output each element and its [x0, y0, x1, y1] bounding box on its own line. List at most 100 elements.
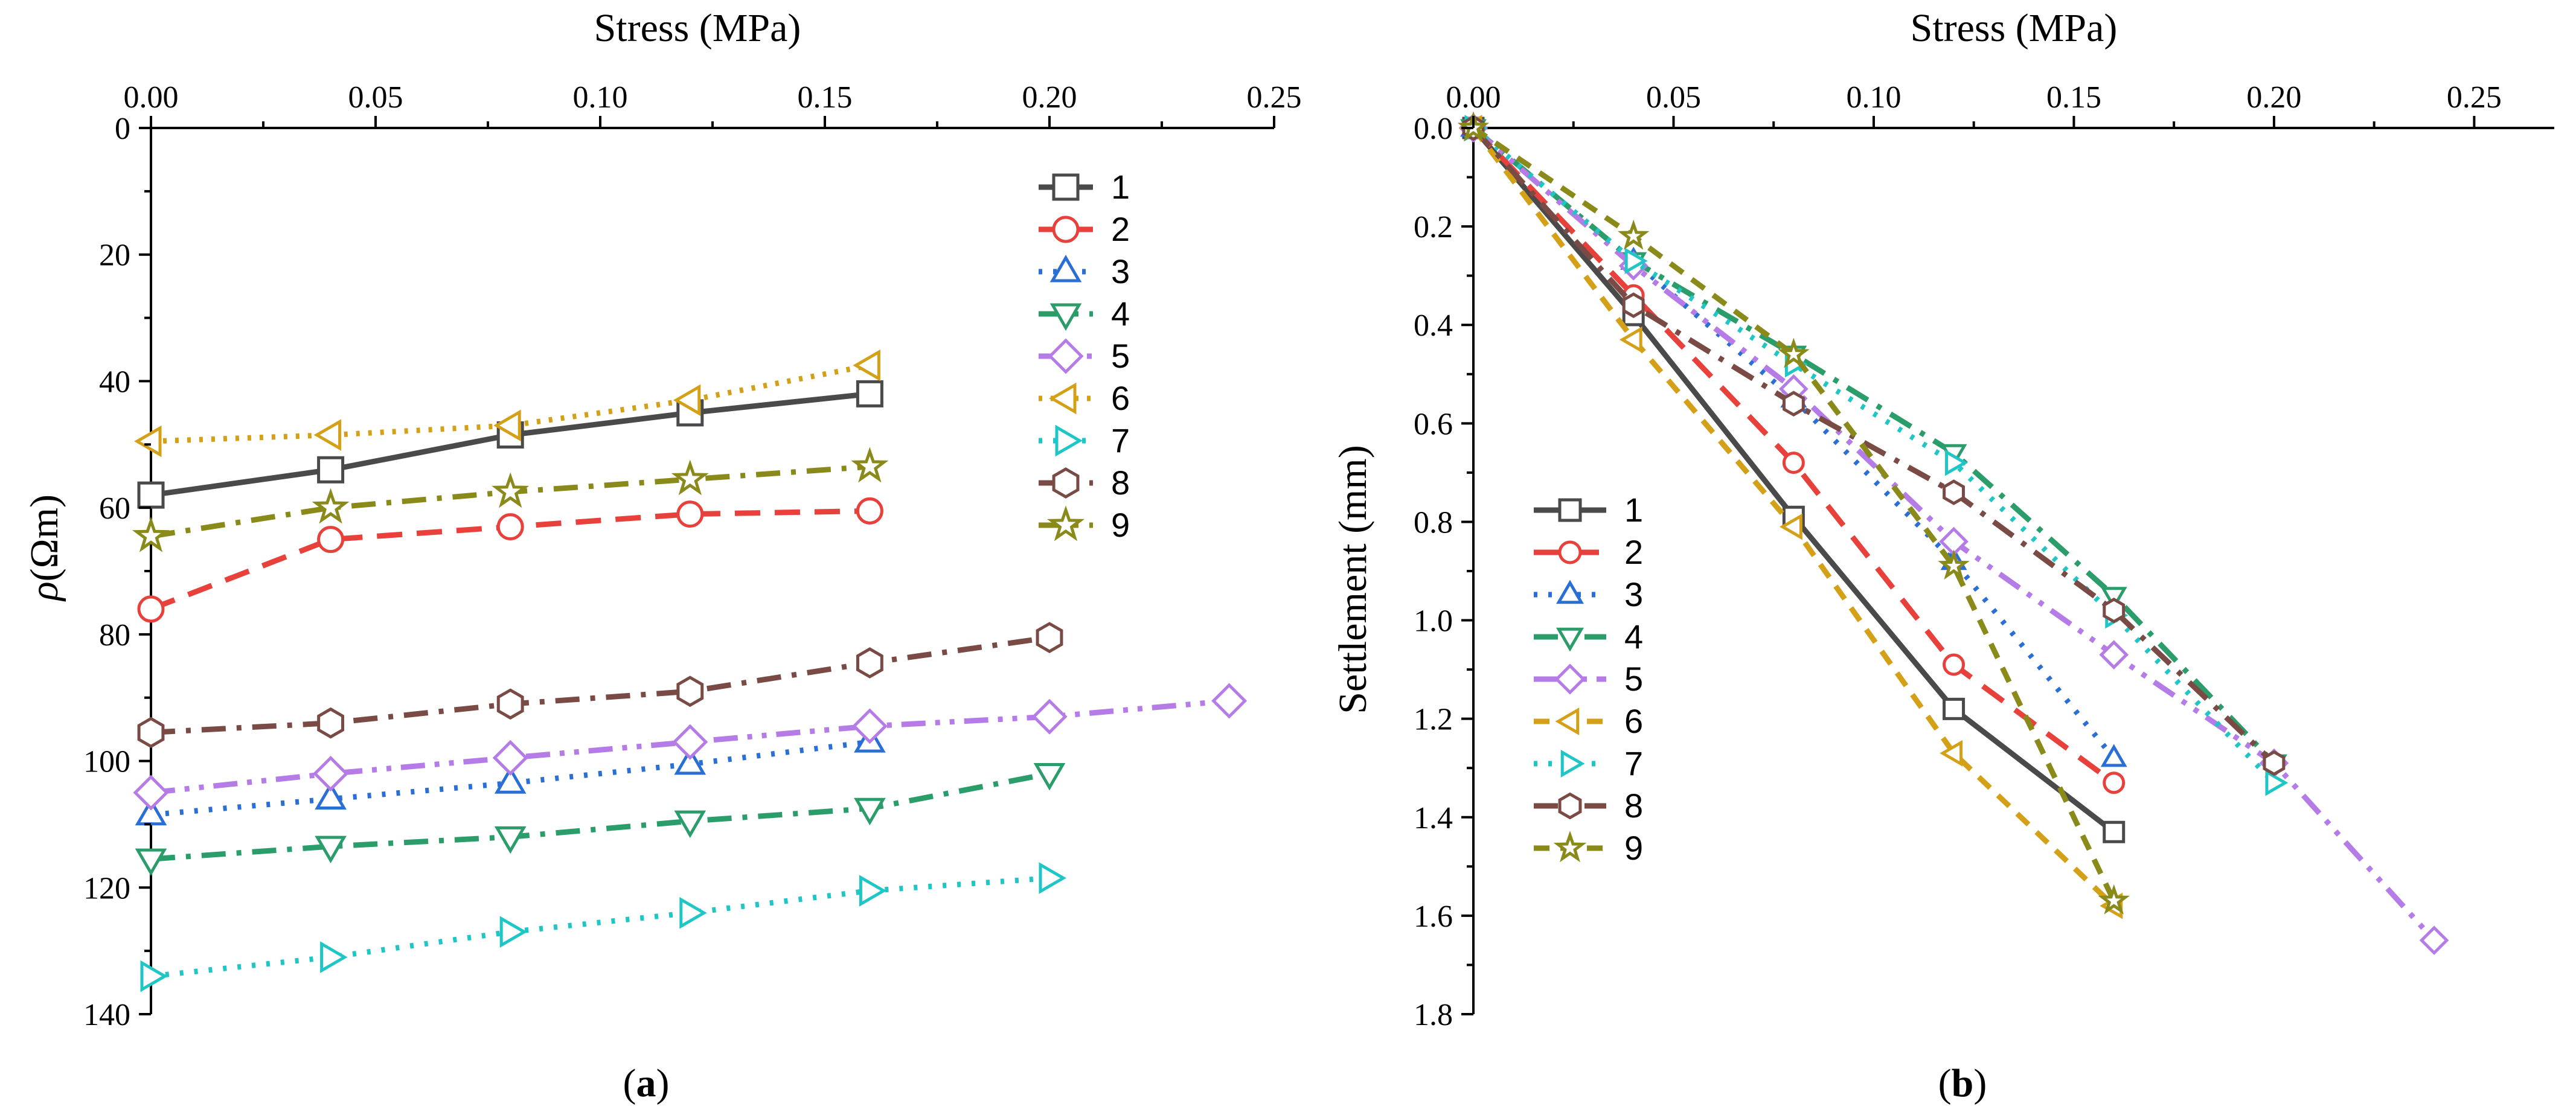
legend-marker — [1049, 382, 1077, 415]
data-point — [140, 960, 168, 992]
data-point — [1036, 622, 1063, 653]
series-line-9 — [1472, 126, 2116, 902]
y-tick-label: 1.2 — [1414, 703, 1453, 737]
y-axis-title-a-symbol: ρ — [22, 581, 66, 602]
legend-label: 4 — [1624, 618, 1643, 656]
data-point — [493, 409, 521, 442]
legend-marker — [1556, 580, 1584, 604]
x-tick-label: 0.25 — [2447, 80, 2502, 115]
y-tick-label: 0.2 — [1414, 210, 1453, 244]
y-tick-label: 1.8 — [1414, 998, 1453, 1032]
y-tick-label: 0.6 — [1414, 407, 1453, 441]
legend-label: 9 — [1624, 829, 1643, 867]
data-point — [854, 797, 886, 826]
y-tick-label: 60 — [99, 491, 130, 526]
data-point — [494, 766, 527, 794]
legend-item-6: 6 — [1039, 379, 1130, 417]
series-layer-b — [1457, 111, 2449, 956]
data-point — [1778, 337, 1810, 368]
y-tick-label: 0 — [115, 112, 130, 146]
data-point — [492, 739, 528, 776]
data-point — [496, 513, 524, 541]
x-tick-label: 0.15 — [798, 80, 853, 115]
y-tick-label: 0.4 — [1414, 308, 1453, 343]
legend-marker — [1049, 303, 1082, 331]
legend-label: 3 — [1624, 575, 1643, 613]
data-point — [1619, 326, 1642, 353]
series-line-4 — [1472, 126, 2276, 765]
data-point — [313, 419, 342, 451]
series-6 — [134, 349, 880, 458]
data-point — [856, 647, 883, 679]
data-point — [856, 497, 883, 525]
legend-item-5: 5 — [1039, 337, 1130, 375]
chart-panel-a: 0.00 0.05 0.10 0.15 0.20 0.25 0 20 40 60 80 100 120 1… — [22, 6, 1302, 1105]
data-point — [2419, 925, 2449, 956]
data-point — [317, 456, 345, 484]
legend-item-4: 4 — [1039, 295, 1130, 333]
legend-marker — [1555, 707, 1580, 736]
data-point — [137, 481, 165, 509]
y-tick-label: 100 — [83, 745, 130, 779]
legend-item-7: 7 — [1039, 421, 1130, 459]
x-tick-label: 0.20 — [2246, 80, 2301, 115]
data-point — [2265, 769, 2289, 796]
legend-label: 6 — [1624, 702, 1643, 740]
legend-marker — [1554, 663, 1586, 695]
legend-label: 3 — [1111, 252, 1130, 290]
legend-item-8: 8 — [1039, 464, 1130, 502]
data-point — [1031, 698, 1068, 735]
y-tick-label: 120 — [83, 871, 130, 906]
y-tick-label: 40 — [99, 365, 130, 399]
legend-marker — [1052, 173, 1080, 201]
data-point — [494, 826, 527, 854]
data-point — [856, 380, 883, 407]
x-tick-label: 0.00 — [124, 80, 179, 115]
legend-marker — [1560, 749, 1585, 778]
data-point — [1617, 219, 1650, 250]
panel-label-a-letter: a — [636, 1061, 656, 1105]
data-point — [2103, 597, 2126, 624]
data-point — [1622, 292, 1645, 318]
data-point — [674, 810, 706, 839]
data-point — [671, 459, 709, 496]
series-5 — [133, 683, 1248, 811]
legend-label: 5 — [1111, 337, 1130, 375]
data-point — [674, 747, 706, 775]
data-point — [499, 916, 528, 948]
data-point — [2103, 771, 2126, 794]
data-point — [132, 516, 170, 552]
x-tick-label: 0.20 — [1022, 80, 1077, 115]
legend-label: 1 — [1624, 491, 1643, 529]
legend-item-2: 2 — [1039, 210, 1130, 248]
legend-label: 7 — [1111, 421, 1130, 459]
series-4 — [135, 763, 1066, 877]
y-axis-title-a: ρ(Ωm) — [22, 494, 66, 602]
legend-label: 6 — [1111, 379, 1130, 417]
legend-marker — [1052, 216, 1080, 243]
legend-marker — [1046, 505, 1085, 541]
series-2 — [137, 497, 883, 623]
data-point — [1940, 739, 1963, 767]
series-line-7 — [150, 875, 1050, 979]
data-point — [315, 835, 347, 864]
legend-marker — [1048, 338, 1084, 374]
axes-layer-a: 0.00 0.05 0.10 0.15 0.20 0.25 0 20 40 60 80 100 120 1… — [83, 80, 1302, 1032]
data-point — [315, 782, 347, 810]
data-point — [320, 941, 348, 973]
data-point — [1782, 452, 1805, 474]
data-point — [1945, 449, 1968, 476]
legend-item-1: 1 — [1534, 491, 1643, 529]
data-point — [2103, 820, 2126, 843]
legend-marker — [1558, 540, 1582, 564]
data-point — [672, 724, 708, 760]
data-point — [137, 717, 165, 749]
legend-item-5: 5 — [1534, 660, 1643, 698]
data-point — [2100, 744, 2127, 767]
data-point — [312, 488, 350, 524]
axes-layer-b: 0.00 0.05 0.10 0.15 0.20 0.25 0.0 0.2 0.4 0.6 0.8 1… — [1414, 80, 2502, 1032]
panel-label-a: (a) — [623, 1061, 670, 1105]
data-point — [1938, 549, 1970, 580]
data-point — [679, 896, 707, 929]
